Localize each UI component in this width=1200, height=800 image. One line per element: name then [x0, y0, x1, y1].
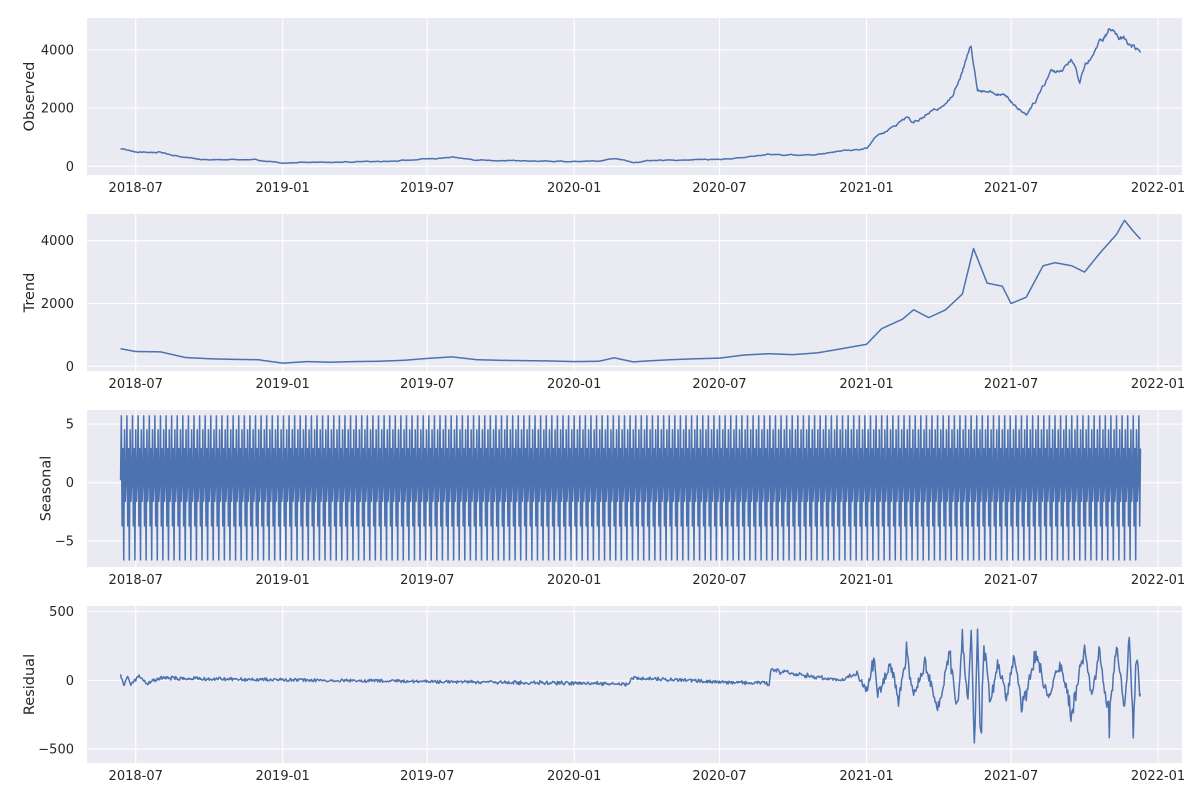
y-tick-label: 4000: [41, 43, 74, 58]
y-tick-label: −5: [55, 535, 74, 550]
x-tick-label: 2019-07: [400, 573, 454, 588]
x-tick-label: 2021-01: [839, 769, 893, 784]
x-tick-label: 2019-07: [400, 377, 454, 392]
axes-background: [87, 18, 1182, 175]
series-line: [119, 628, 1142, 744]
x-tick-label: 2020-01: [547, 769, 601, 784]
panel-trend: 2018-07 2019-01 2019-07 2020-01 2020-07 2021-…: [22, 214, 1185, 392]
panel-observed: 2018-07 2019-01 2019-07 2020-01 2020-07 2021-…: [22, 18, 1185, 196]
y-tick-label: 0: [66, 674, 74, 689]
x-tick-label: 2020-01: [547, 377, 601, 392]
x-tick-label: 2021-07: [984, 769, 1038, 784]
y-tick-label: 500: [49, 605, 74, 620]
y-axis-label: Seasonal: [39, 456, 55, 522]
x-tick-label: 2020-07: [692, 769, 746, 784]
x-tick-label: 2020-01: [547, 573, 601, 588]
x-tick-label: 2019-07: [400, 181, 454, 196]
x-tick-label: 2020-07: [692, 181, 746, 196]
axes-background: [87, 214, 1182, 371]
x-tick-label: 2022-01: [1131, 377, 1185, 392]
series-line: [120, 219, 1142, 364]
x-tick-label: 2021-07: [984, 181, 1038, 196]
x-tick-label: 2020-07: [692, 573, 746, 588]
x-tick-label: 2018-07: [109, 769, 163, 784]
x-tick-label: 2018-07: [109, 181, 163, 196]
y-tick-label: −500: [38, 743, 74, 758]
panel-seasonal: 2018-07 2019-01 2019-07 2020-01 2020-07 2021-…: [39, 410, 1185, 588]
x-tick-label: 2021-01: [839, 573, 893, 588]
axes-background: [87, 606, 1182, 763]
panel-residual: 2018-07 2019-01 2019-07 2020-01 2020-07 2021-…: [22, 605, 1185, 784]
x-tick-label: 2018-07: [109, 377, 163, 392]
x-tick-label: 2019-07: [400, 769, 454, 784]
x-tick-label: 2019-01: [256, 769, 310, 784]
y-axis-label: Observed: [22, 62, 38, 132]
x-tick-label: 2022-01: [1131, 769, 1185, 784]
y-tick-label: 0: [66, 160, 74, 175]
y-tick-label: 5: [66, 418, 74, 433]
x-tick-label: 2019-01: [256, 573, 310, 588]
x-tick-label: 2019-01: [256, 377, 310, 392]
y-tick-label: 0: [66, 360, 74, 375]
y-axis-label: Trend: [22, 273, 38, 314]
x-tick-label: 2021-01: [839, 377, 893, 392]
y-tick-label: 2000: [41, 297, 74, 312]
y-tick-label: 4000: [41, 234, 74, 249]
x-tick-label: 2021-01: [839, 181, 893, 196]
x-tick-label: 2022-01: [1131, 573, 1185, 588]
x-tick-label: 2022-01: [1131, 181, 1185, 196]
y-axis-label: Residual: [22, 654, 38, 715]
x-tick-label: 2021-07: [984, 573, 1038, 588]
x-tick-label: 2020-01: [547, 181, 601, 196]
series-line: [120, 27, 1142, 165]
x-tick-label: 2018-07: [109, 573, 163, 588]
x-tick-label: 2019-01: [256, 181, 310, 196]
x-tick-label: 2021-07: [984, 377, 1038, 392]
y-tick-label: 0: [66, 476, 74, 491]
series-line: [119, 415, 1142, 561]
y-tick-label: 2000: [41, 102, 74, 117]
x-tick-label: 2020-07: [692, 377, 746, 392]
